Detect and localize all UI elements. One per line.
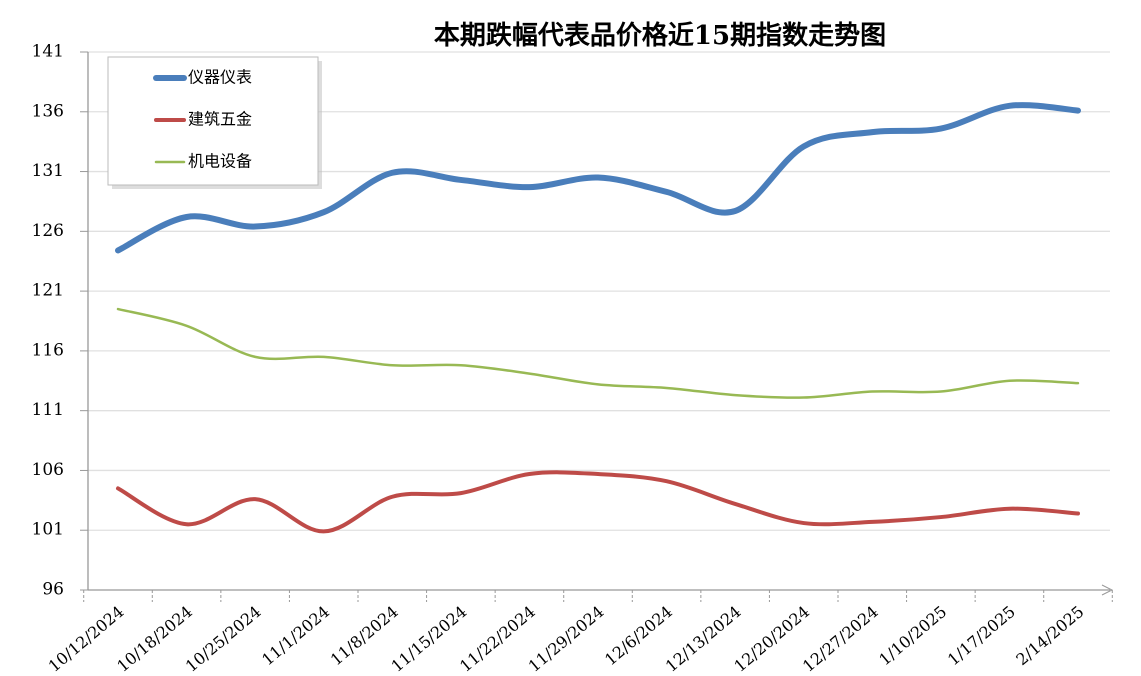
x-tick-label: 1/10/2025 [875, 602, 950, 669]
y-tick-label: 111 [32, 400, 64, 420]
series-line [115, 102, 1081, 254]
y-tick-label: 136 [32, 101, 64, 121]
x-tick-label: 11/1/2024 [258, 602, 333, 669]
legend-label: 机电设备 [188, 152, 252, 171]
x-tick-label: 11/29/2024 [525, 602, 608, 676]
legend-label: 建筑五金 [188, 110, 252, 129]
chart-title: 本期跌幅代表品价格近15期指数走势图 [434, 20, 886, 51]
series-line [116, 470, 1080, 534]
y-tick-label: 126 [32, 221, 64, 241]
y-tick-label: 96 [42, 580, 64, 600]
legend-label: 仪器仪表 [188, 68, 252, 87]
legend [107, 56, 319, 186]
y-tick-label: 131 [32, 161, 64, 181]
y-tick-label: 121 [32, 281, 64, 301]
x-tick-label: 12/27/2024 [799, 602, 882, 676]
y-tick-label: 101 [32, 520, 64, 540]
series-line [116, 307, 1080, 399]
x-tick-label: 10/25/2024 [182, 602, 265, 676]
y-tick-label: 106 [32, 460, 64, 480]
x-tick-label: 2/14/2025 [1012, 602, 1087, 669]
y-tick-label: 141 [32, 42, 64, 62]
x-tick-label: 1/17/2025 [944, 602, 1019, 669]
y-tick-label: 116 [32, 340, 64, 360]
